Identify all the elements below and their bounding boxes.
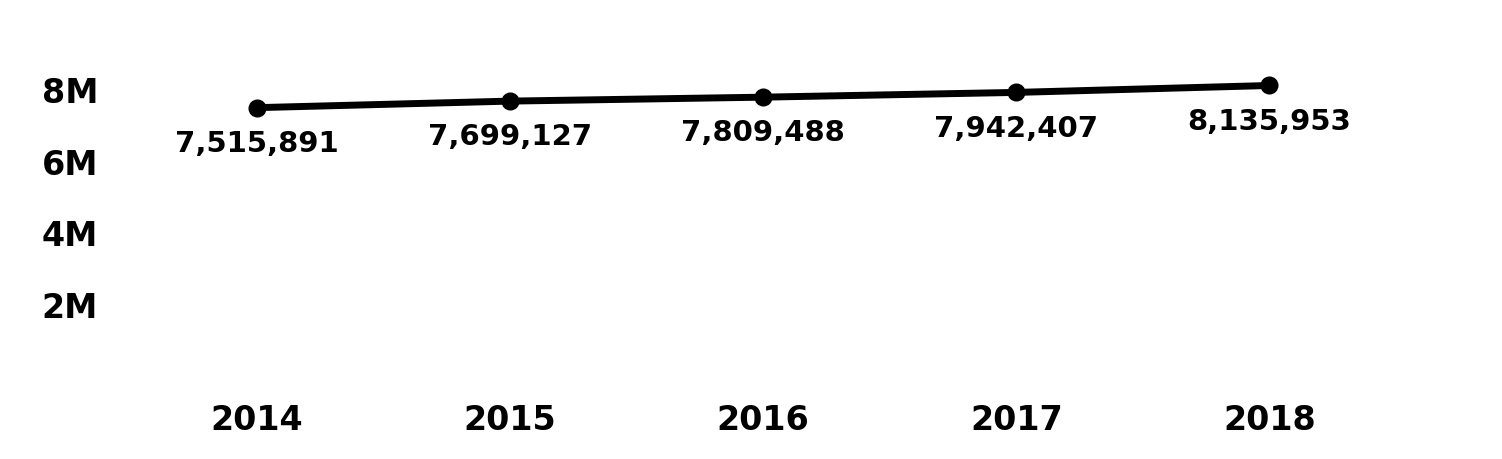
Text: 7,809,488: 7,809,488 (682, 119, 846, 147)
Text: 7,699,127: 7,699,127 (428, 123, 592, 151)
Text: 8,135,953: 8,135,953 (1188, 108, 1352, 136)
Text: 7,942,407: 7,942,407 (934, 115, 1098, 143)
Text: 7,515,891: 7,515,891 (176, 130, 339, 158)
